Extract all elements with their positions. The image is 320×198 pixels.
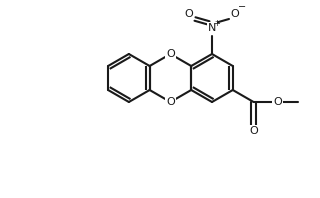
Text: O: O — [231, 9, 239, 19]
Text: +: + — [213, 18, 220, 28]
Text: O: O — [249, 126, 258, 136]
Text: O: O — [166, 49, 175, 59]
Text: O: O — [273, 97, 282, 107]
Text: −: − — [238, 2, 246, 12]
Text: O: O — [185, 9, 193, 19]
Text: O: O — [166, 97, 175, 107]
Text: N: N — [208, 23, 216, 33]
